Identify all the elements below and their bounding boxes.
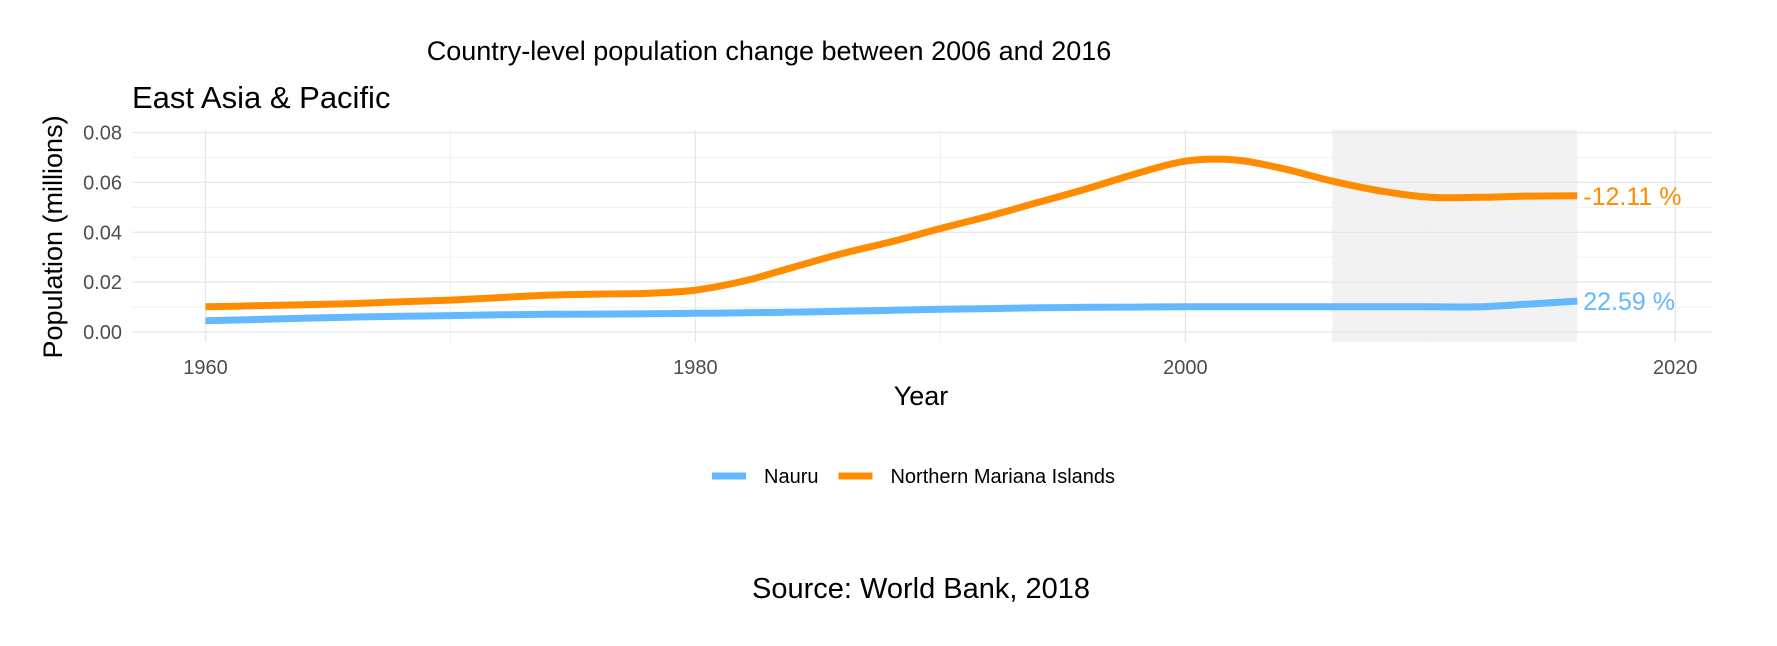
x-axis-title: Year — [894, 381, 949, 411]
legend: Nauru Northern Mariana Islands — [712, 466, 1115, 488]
chart-title: Country-level population change between … — [427, 36, 1112, 66]
x-tick-label: 2000 — [1163, 357, 1208, 379]
x-axis-ticks: 1960 1980 2000 2020 — [183, 357, 1697, 379]
y-tick-label: 0.00 — [83, 322, 122, 344]
major-gridlines — [132, 130, 1712, 342]
legend-label-nauru: Nauru — [764, 466, 818, 488]
y-axis-ticks: 0.00 0.02 0.04 0.06 0.08 — [83, 122, 122, 344]
y-tick-label: 0.02 — [83, 272, 122, 294]
end-label-nauru: 22.59 % — [1583, 288, 1675, 316]
x-tick-label: 1980 — [673, 357, 718, 379]
y-tick-label: 0.06 — [83, 172, 122, 194]
x-tick-label: 2020 — [1653, 357, 1698, 379]
series-lines — [205, 155, 1578, 325]
y-tick-label: 0.08 — [83, 122, 122, 144]
series-line-nauru — [205, 297, 1578, 325]
y-tick-label: 0.04 — [83, 222, 122, 244]
legend-label-northern-mariana-islands: Northern Mariana Islands — [890, 466, 1115, 488]
end-label-northern-mariana-islands: -12.11 % — [1583, 183, 1681, 211]
source-caption: Source: World Bank, 2018 — [752, 573, 1090, 605]
series-line-northern-mariana-islands — [205, 155, 1578, 311]
x-tick-label: 1960 — [183, 357, 228, 379]
chart-subtitle: East Asia & Pacific — [132, 80, 390, 115]
y-axis-title: Population (millions) — [38, 115, 68, 358]
end-labels: 22.59 % -12.11 % — [1583, 183, 1681, 316]
